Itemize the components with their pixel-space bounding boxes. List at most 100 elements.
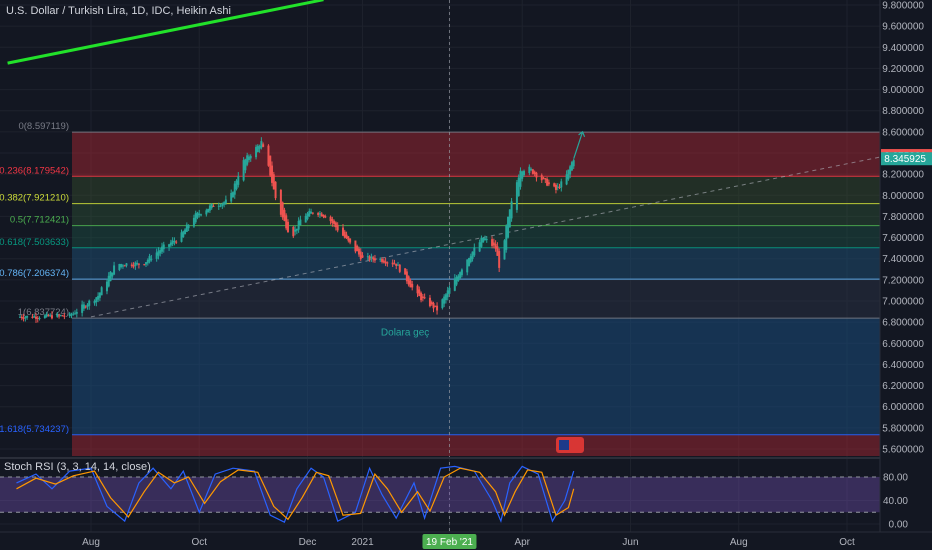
- candle-body: [155, 252, 158, 259]
- candle-body: [207, 208, 210, 213]
- candle-body: [528, 166, 531, 174]
- candle-body: [411, 283, 414, 288]
- candle-body: [132, 265, 135, 267]
- candle-body: [137, 263, 140, 265]
- candle-body: [244, 159, 247, 171]
- candle-body: [480, 237, 483, 247]
- candle-body: [354, 240, 357, 252]
- candle-body: [554, 184, 557, 190]
- candle-body: [50, 315, 53, 319]
- candle-body: [381, 259, 384, 262]
- fib-level-label: 0.618(7.503633): [0, 237, 69, 248]
- candle-body: [521, 171, 524, 179]
- candle-body: [146, 259, 149, 264]
- candle-body: [515, 182, 518, 210]
- candle-body: [82, 304, 85, 309]
- candle-body: [334, 222, 337, 228]
- candle-body: [507, 216, 510, 238]
- price-label-tag: [881, 152, 932, 166]
- candle-body: [478, 242, 481, 252]
- candle-body: [230, 192, 233, 202]
- candle-body: [453, 278, 456, 291]
- candle-body: [342, 227, 344, 236]
- candle-body: [145, 262, 148, 265]
- candle-body: [430, 301, 433, 305]
- candle-body: [508, 209, 511, 228]
- candle-body: [498, 251, 501, 268]
- candle-body: [356, 245, 359, 252]
- candle-body: [33, 316, 36, 318]
- fib-level-label: 0.5(7.712421): [10, 215, 69, 226]
- fib-zone: [72, 247, 880, 280]
- candle-body: [359, 251, 362, 260]
- price-tick-label: 7.800000: [882, 212, 924, 223]
- candle-body: [192, 217, 195, 227]
- price-tick-label: 6.800000: [882, 318, 924, 329]
- candle-body: [68, 313, 71, 317]
- candle-body: [432, 303, 435, 309]
- stoch-rsi-pane: [0, 457, 880, 525]
- candle-body: [547, 182, 550, 185]
- price-axis-background: [880, 0, 932, 550]
- rsi-tick-label: 0.00: [889, 520, 909, 531]
- candle-body: [361, 255, 364, 258]
- candle-body: [173, 241, 176, 243]
- candle-body: [148, 256, 151, 262]
- candle-body: [249, 155, 252, 159]
- price-tick-label: 9.200000: [882, 64, 924, 75]
- rsi-band-fill: [0, 477, 880, 513]
- candle-body: [448, 287, 451, 294]
- candle-body: [20, 316, 23, 319]
- fib-zone: [72, 132, 880, 177]
- candle-body: [317, 212, 320, 215]
- price-tick-label: 6.000000: [882, 402, 924, 413]
- candle-body: [123, 265, 126, 267]
- candle-body: [184, 229, 187, 235]
- candle-body: [231, 192, 234, 198]
- candle-body: [343, 231, 346, 238]
- candle-body: [444, 294, 447, 301]
- candle-body: [107, 275, 110, 287]
- candle-body: [420, 292, 423, 301]
- green-trend-line: [7, 0, 324, 65]
- candle-body: [169, 242, 172, 246]
- rsi-series-d: [16, 467, 575, 521]
- price-tick-label: 7.200000: [882, 275, 924, 286]
- candle-body: [182, 231, 185, 238]
- candle-body: [22, 317, 25, 319]
- fibonacci-zones: 0(8.597119) 0.236(8.179542) 0.382(7.921210…: [0, 0, 880, 532]
- candle-body: [372, 257, 375, 260]
- candle-body: [246, 155, 249, 165]
- candle-body: [570, 162, 573, 171]
- candle-body: [331, 218, 334, 223]
- candle-body: [349, 238, 352, 243]
- rsi-tick-label: 40.00: [883, 496, 908, 507]
- candle-body: [295, 228, 298, 231]
- candle-body: [70, 314, 73, 316]
- candle-body: [160, 246, 163, 252]
- time-tick-label-highlighted: 19 Feb '21: [426, 537, 473, 548]
- candle-body: [113, 265, 116, 275]
- price-tick-label: 6.400000: [882, 360, 924, 371]
- price-tick-label: 7.400000: [882, 254, 924, 265]
- time-axis[interactable]: Aug Oct Dec 2021 19 Feb '21 Apr Jun Aug Oct: [0, 531, 932, 550]
- price-tick-label: 9.600000: [882, 22, 924, 33]
- candle-body: [397, 264, 400, 266]
- candle-body: [368, 256, 371, 261]
- price-axis[interactable]: 9.800000 9.600000 9.400000 9.200000 9.000000…: [879, 0, 932, 550]
- candle-body: [258, 146, 261, 149]
- candle-body: [324, 215, 327, 218]
- candle-body: [565, 174, 568, 185]
- candle-body: [86, 304, 89, 307]
- candle-body: [45, 313, 48, 317]
- candle-body: [294, 229, 297, 232]
- candle-body: [523, 170, 526, 176]
- price-tick-label: 9.800000: [882, 1, 924, 12]
- candle-body: [460, 269, 463, 276]
- candle-body: [297, 220, 300, 230]
- fib-zone: [72, 279, 880, 319]
- candle-body: [31, 316, 34, 318]
- candle-body: [491, 239, 494, 246]
- time-tick-label: Jun: [622, 537, 638, 548]
